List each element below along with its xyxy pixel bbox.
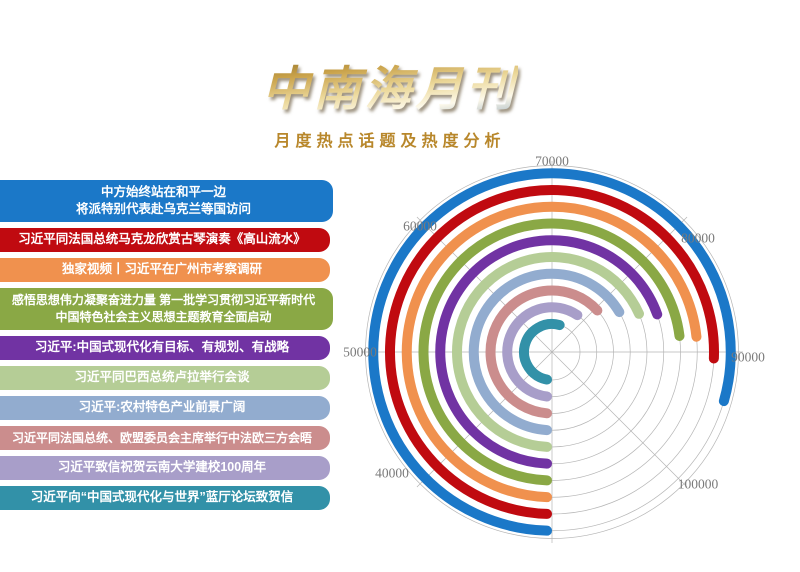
heat-bar-rank-5 <box>435 235 663 469</box>
topic-text: 习近平致信祝贺云南大学建校100周年 <box>57 460 267 475</box>
topic-text: 习近平同法国总统马克龙欣赏古琴演奏《高山流水》 <box>18 232 306 247</box>
polar-chart-svg: 40000 50000 60000 70000 80000 90000 100000 <box>343 154 765 543</box>
page-title: 中南海月刊 <box>263 50 518 119</box>
polar-heat-chart: 40000 50000 60000 70000 80000 90000 100000 <box>330 140 800 572</box>
heat-bar-rank-7 <box>468 268 625 436</box>
topic-bar: 习近平同法国总统、欧盟委员会主席举行中法欧三方会晤 <box>0 426 330 450</box>
topic-bar: 习近平:中国式现代化有目标、有规划、有战略 <box>0 336 330 360</box>
angular-tick-label: 80000 <box>681 231 715 246</box>
heat-bar-rank-1 <box>368 168 736 536</box>
angular-tick-label: 90000 <box>731 350 765 365</box>
topic-bar: 习近平同法国总统马克龙欣赏古琴演奏《高山流水》 <box>0 228 330 252</box>
topic-bar: 习近平致信祝贺云南大学建校100周年 <box>0 456 330 480</box>
topic-text: 习近平同巴西总统卢拉举行会谈 <box>74 370 250 385</box>
heat-bar-rank-6 <box>452 252 644 452</box>
topic-text: 习近平:农村特色产业前景广阔 <box>78 400 246 415</box>
heat-bar-rank-2 <box>385 185 719 519</box>
topic-list: 中方始终站在和平一边 将派特别代表赴乌克兰等国访问习近平同法国总统马克龙欣赏古琴… <box>0 180 333 516</box>
heat-bar-rank-3 <box>401 201 702 503</box>
heat-bar-rank-8 <box>485 285 603 419</box>
angular-tick-label: 50000 <box>343 345 377 360</box>
topic-bar: 独家视频丨习近平在广州市考察调研 <box>0 258 330 282</box>
angular-tick-label: 100000 <box>678 477 719 492</box>
heat-bar-rank-9 <box>502 302 583 402</box>
topic-text: 感悟思想伟力凝聚奋进力量 第一批学习贯彻习近平新时代 中国特色社会主义思想主题教… <box>11 293 316 324</box>
heat-bar-rank-4 <box>418 218 685 486</box>
header: 中南海月刊 月度热点话题及热度分析 <box>0 50 780 151</box>
angular-tick-label: 40000 <box>375 466 409 481</box>
topic-bar: 习近平向“中国式现代化与世界”蓝厅论坛致贺信 <box>0 486 330 510</box>
topic-text: 习近平向“中国式现代化与世界”蓝厅论坛致贺信 <box>30 490 294 505</box>
heat-bar-rank-10 <box>519 319 565 385</box>
topic-text: 独家视频丨习近平在广州市考察调研 <box>61 262 262 277</box>
topic-bar: 习近平同巴西总统卢拉举行会谈 <box>0 366 330 390</box>
topic-bar: 习近平:农村特色产业前景广阔 <box>0 396 330 420</box>
grid-spoke <box>551 351 688 488</box>
page-subtitle: 月度热点话题及热度分析 <box>274 133 506 150</box>
topic-bar: 中方始终站在和平一边 将派特别代表赴乌克兰等国访问 <box>0 180 333 222</box>
angular-tick-label: 60000 <box>403 219 437 234</box>
grid-circle <box>365 165 739 539</box>
angular-tick-label: 70000 <box>535 154 569 169</box>
topic-text: 习近平:中国式现代化有目标、有规划、有战略 <box>34 340 290 355</box>
topic-bar: 感悟思想伟力凝聚奋进力量 第一批学习贯彻习近平新时代 中国特色社会主义思想主题教… <box>0 288 333 330</box>
topic-text: 习近平同法国总统、欧盟委员会主席举行中法欧三方会晤 <box>11 430 312 445</box>
topic-text: 中方始终站在和平一边 将派特别代表赴乌克兰等国访问 <box>75 184 251 217</box>
